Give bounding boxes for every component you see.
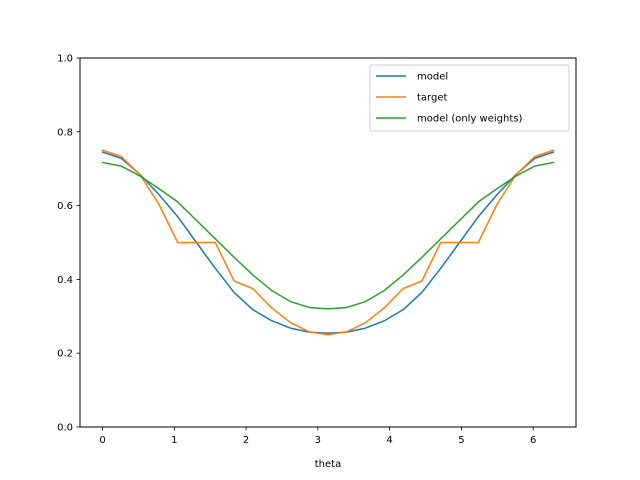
legend-box xyxy=(369,64,570,132)
x-axis-label: theta xyxy=(315,459,341,470)
x-tick-label-0: 0 xyxy=(99,435,105,446)
x-tick-label-5: 5 xyxy=(458,435,464,446)
x-tick-label-1: 1 xyxy=(171,435,177,446)
y-tick-label-5: 1.0 xyxy=(57,54,73,65)
y-tick-label-2: 0.4 xyxy=(57,275,73,286)
x-tick-label-4: 4 xyxy=(386,435,392,446)
y-tick-label-3: 0.6 xyxy=(57,201,73,212)
legend-label-1: target xyxy=(417,93,447,104)
legend-items: model target model (only weights) xyxy=(376,72,522,125)
y-tick-label-4: 0.8 xyxy=(57,127,73,138)
plot-layer xyxy=(101,149,555,336)
series-line-2 xyxy=(101,161,555,310)
ticks-layer: 0 1 2 3 4 5 6 0.0 0.2 0.4 0.6 0.8 1.0 xyxy=(57,54,536,447)
series-line-0 xyxy=(101,151,555,335)
x-tick-label-6: 6 xyxy=(530,435,536,446)
legend-label-2: model (only weights) xyxy=(417,114,522,125)
x-tick-label-3: 3 xyxy=(315,435,321,446)
legend: model target model (only weights) xyxy=(369,64,570,132)
plot-frame xyxy=(79,57,577,428)
y-tick-label-1: 0.2 xyxy=(57,349,73,360)
legend-label-0: model xyxy=(417,72,448,83)
x-tick-label-2: 2 xyxy=(243,435,249,446)
y-tick-label-0: 0.0 xyxy=(57,423,73,434)
series-line-1 xyxy=(101,149,555,336)
